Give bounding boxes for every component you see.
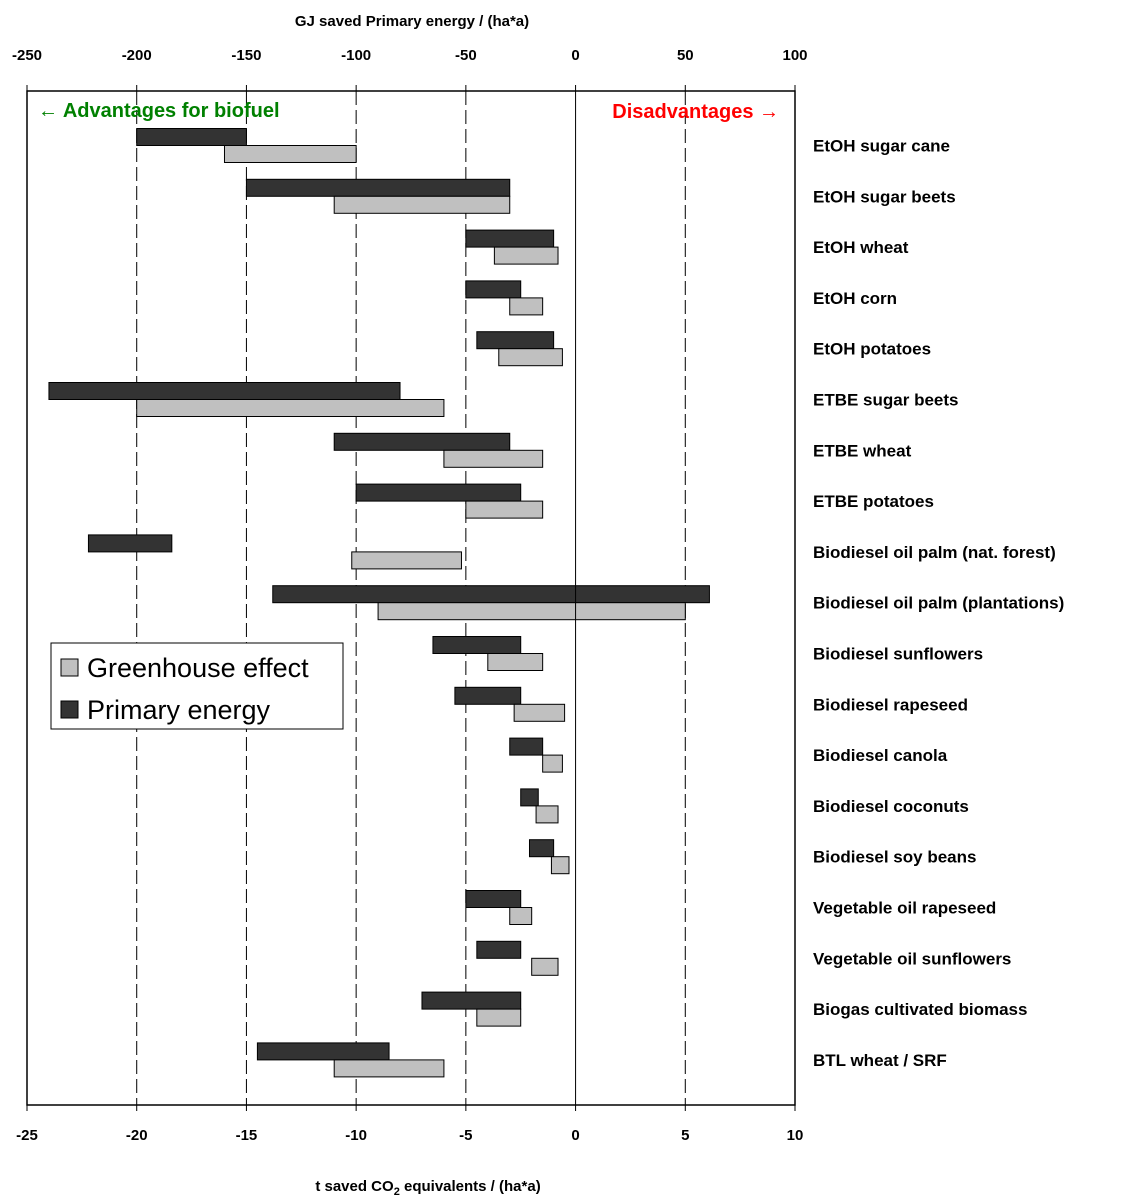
disadvantages-annotation: Disadvantages →	[612, 101, 779, 123]
bottom-tick-label: -5	[459, 1127, 472, 1144]
category-label: Biodiesel oil palm (plantations)	[813, 594, 1064, 613]
plot-area	[26, 90, 796, 1106]
bar-primary-energy	[432, 636, 522, 654]
category-label: EtOH sugar cane	[813, 137, 950, 156]
category-label: Biodiesel canola	[813, 746, 948, 765]
category-label: EtOH corn	[813, 289, 897, 308]
bar-primary-energy	[476, 331, 555, 350]
bottom-axis-title: t saved CO2 equivalents / (ha*a)	[315, 1178, 540, 1196]
bar-greenhouse-effect	[542, 754, 563, 773]
bar-primary-energy	[355, 483, 522, 502]
bar-primary-energy	[465, 890, 522, 908]
top-tick-label: -250	[12, 47, 42, 64]
bar-greenhouse-effect	[136, 399, 445, 417]
bar-greenhouse-effect	[487, 653, 544, 671]
bar-primary-energy	[509, 737, 544, 756]
bar-primary-energy	[465, 280, 522, 299]
bottom-axis-title-main: t saved CO	[315, 1178, 394, 1195]
bottom-axis-title-rest: equivalents / (ha*a)	[400, 1178, 541, 1195]
category-label: Biodiesel soy beans	[813, 848, 976, 867]
bar-greenhouse-effect	[531, 957, 559, 976]
bar-greenhouse-effect	[535, 805, 559, 824]
bar-primary-energy	[272, 585, 710, 604]
top-tick-label: -50	[455, 47, 477, 64]
category-label: BTL wheat / SRF	[813, 1051, 947, 1070]
category-label: ETBE potatoes	[813, 492, 934, 511]
bar-greenhouse-effect	[476, 1008, 522, 1027]
bottom-axis-title-subscript: 2	[394, 1186, 400, 1196]
category-label: Vegetable oil rapeseed	[813, 899, 996, 918]
bottom-tick-label: -10	[345, 1127, 367, 1144]
bar-primary-energy	[465, 229, 555, 248]
bar-primary-energy	[256, 1042, 390, 1061]
bars	[48, 128, 710, 1078]
bottom-tick-label: 5	[681, 1127, 689, 1144]
bar-greenhouse-effect	[223, 145, 357, 163]
bar-greenhouse-effect	[333, 1059, 445, 1078]
top-tick-label: -100	[341, 47, 371, 64]
top-tick-label: -200	[122, 47, 152, 64]
legend-label-greenhouse: Greenhouse effect	[87, 653, 309, 683]
bar-primary-energy	[520, 788, 539, 807]
bar-greenhouse-effect	[513, 703, 566, 722]
bar-primary-energy	[421, 991, 522, 1010]
bar-primary-energy	[136, 128, 247, 146]
category-label: Biodiesel coconuts	[813, 797, 969, 816]
bar-greenhouse-effect	[351, 551, 462, 570]
bottom-tick-label: -25	[16, 1127, 38, 1144]
bar-greenhouse-effect	[465, 500, 544, 519]
category-label: Biogas cultivated biomass	[813, 1000, 1027, 1019]
top-axis-title: GJ saved Primary energy / (ha*a)	[295, 13, 529, 30]
top-tick-label: 100	[782, 47, 807, 64]
bar-greenhouse-effect	[509, 907, 533, 925]
category-label: ETBE sugar beets	[813, 391, 959, 410]
bar-primary-energy	[245, 178, 511, 197]
category-label: ETBE wheat	[813, 441, 912, 460]
bar-primary-energy	[48, 382, 401, 400]
category-label: EtOH wheat	[813, 238, 909, 257]
bottom-tick-label: -15	[236, 1127, 258, 1144]
category-label: Vegetable oil sunflowers	[813, 949, 1011, 968]
bar-primary-energy	[454, 686, 522, 705]
bar-primary-energy	[476, 940, 522, 959]
bottom-tick-label: 10	[787, 1127, 804, 1144]
bar-primary-energy	[87, 534, 173, 553]
bar-greenhouse-effect	[498, 348, 563, 367]
legend-label-primary: Primary energy	[87, 695, 271, 725]
top-tick-label: 50	[677, 47, 694, 64]
bottom-tick-label: -20	[126, 1127, 148, 1144]
legend: Greenhouse effect Primary energy	[50, 642, 344, 730]
bar-greenhouse-effect	[550, 856, 570, 875]
top-tick-label: 0	[571, 47, 579, 64]
bar-greenhouse-effect	[493, 246, 559, 265]
bar-primary-energy	[333, 432, 511, 451]
category-labels: EtOH sugar cane EtOH sugar beets EtOH whea…	[813, 137, 1064, 1070]
legend-swatch-primary	[60, 700, 79, 719]
bar-primary-energy	[528, 839, 555, 858]
advantages-annotation: ← Advantages for biofuel	[38, 100, 280, 122]
category-label: Biodiesel oil palm (nat. forest)	[813, 543, 1056, 562]
top-tick-label: -150	[231, 47, 261, 64]
top-axis-ticks: -250 -200 -150 -100 -50 0 50 100	[12, 47, 808, 91]
bar-greenhouse-effect	[333, 195, 511, 214]
legend-swatch-greenhouse	[60, 658, 79, 677]
bar-greenhouse-effect	[377, 602, 686, 621]
bottom-tick-label: 0	[571, 1127, 579, 1144]
bar-greenhouse-effect	[443, 449, 544, 468]
legend-box	[50, 642, 344, 730]
category-label: Biodiesel sunflowers	[813, 645, 983, 664]
category-label: EtOH sugar beets	[813, 187, 956, 206]
bottom-axis-ticks: -25 -20 -15 -10 -5 0 5 10	[16, 1105, 803, 1144]
bar-greenhouse-effect	[509, 297, 544, 316]
category-label: EtOH potatoes	[813, 340, 931, 359]
category-label: Biodiesel rapeseed	[813, 695, 968, 714]
